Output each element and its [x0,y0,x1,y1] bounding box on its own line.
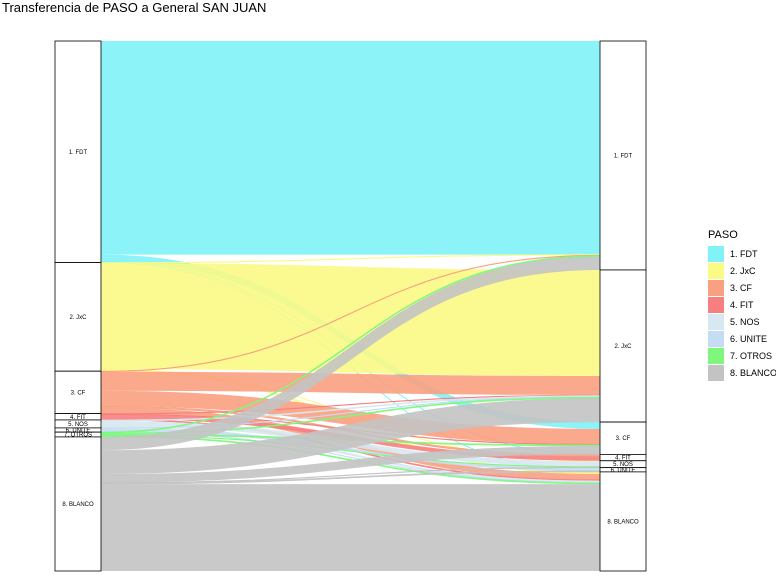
right-node-label: 5. NOS [613,462,633,468]
flow-band [101,371,600,396]
right-node-label: 2. JxC [614,344,632,350]
legend-item: 6. UNITE [708,330,776,347]
legend-item: 4. FIT [708,296,776,313]
legend-item: 3. CF [708,279,776,296]
right-node-label: 1. FDT [614,153,633,159]
left-node-label: 3. CF [71,390,86,396]
left-node-label: 7. OTROS [64,433,92,439]
right-node-box [599,40,647,271]
legend-swatch [708,296,724,313]
legend-swatch [708,245,724,262]
legend-label: 6. UNITE [730,333,768,344]
legend-item: 7. OTROS [708,347,776,364]
legend-title: PASO [708,229,738,241]
legend-label: 7. OTROS [730,350,773,361]
right-node-box [599,471,647,572]
chart-title: Transferencia de PASO a General SAN JUAN [2,0,267,15]
flow-band [101,398,600,475]
left-node-label: 8. BLANCO [62,502,94,508]
legend-swatch [708,262,724,279]
legend-swatch [708,313,724,330]
legend-item: 2. JxC [708,262,776,279]
right-node-label: 8. BLANCO [607,519,639,525]
left-node-label: 4. FIT [70,415,86,421]
legend-items: 1. FDT 2. JxC 3. CF 4. FIT 5. NOS 6. UNITE 7. … [708,245,776,381]
legend-label: 2. JxC [730,265,756,276]
right-node-label: 4. FIT [615,456,631,462]
legend-label: 5. NOS [730,316,760,327]
flows-layer [100,41,601,571]
legend-swatch [708,364,724,381]
left-node-label: 5. NOS [68,422,88,428]
legend-swatch [708,347,724,364]
legend-label: 1. FDT [730,248,758,259]
left-node-box [54,40,102,263]
left-node-box [54,436,102,572]
flow-band [101,484,600,571]
right-node-box [599,421,647,455]
right-node-label: 3. CF [616,436,631,442]
left-node-label: 1. FDT [69,150,88,156]
legend-swatch [708,330,724,347]
right-node-box [599,269,647,423]
flow-band [101,428,600,471]
flow-band [101,445,600,483]
legend-label: 4. FIT [730,299,754,310]
legend-swatch [708,279,724,296]
left-node-box [54,370,102,414]
flow-band [101,263,600,376]
flow-band [101,390,600,445]
legend-item: 1. FDT [708,245,776,262]
legend-label: 8. BLANCO [730,367,776,378]
legend-label: 3. CF [730,282,753,293]
right-node-label: 6. UNITE [611,468,636,474]
legend-item: 5. NOS [708,313,776,330]
legend: PASO 1. FDT 2. JxC 3. CF 4. FIT 5. NOS 6. UNI… [708,229,776,381]
legend-item: 8. BLANCO [708,364,776,381]
flow-band [101,256,600,451]
left-node-label: 2. JxC [69,315,87,321]
flow-band [101,41,600,255]
left-node-label: 6. UNITE [66,428,91,434]
